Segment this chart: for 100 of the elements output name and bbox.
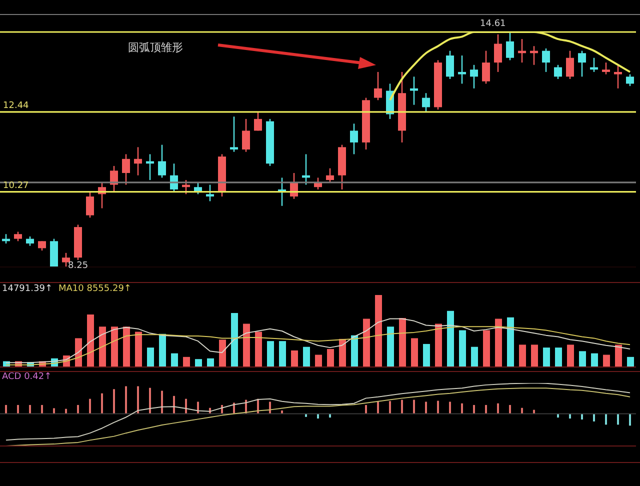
- candlestick: [158, 144, 166, 178]
- candlestick: [206, 184, 214, 202]
- bar: [279, 341, 286, 367]
- bar: [593, 414, 595, 422]
- bar: [485, 404, 487, 414]
- bar: [375, 295, 382, 367]
- bar: [473, 404, 475, 414]
- bar: [305, 414, 307, 417]
- bar: [243, 324, 250, 367]
- candlestick: [230, 116, 238, 152]
- bar: [461, 403, 463, 414]
- bar: [423, 344, 430, 367]
- bar: [483, 330, 490, 367]
- bar: [435, 324, 442, 367]
- bar: [603, 354, 610, 367]
- bar: [627, 356, 634, 367]
- candlestick: [122, 154, 130, 186]
- bar: [195, 359, 202, 367]
- bar: [437, 400, 439, 414]
- bar: [471, 346, 478, 367]
- bar: [519, 344, 526, 367]
- candlestick: [626, 74, 634, 87]
- candlestick: [242, 118, 250, 152]
- candlestick: [506, 32, 514, 61]
- bar: [231, 313, 238, 367]
- bar: [317, 414, 319, 419]
- bar: [101, 393, 103, 414]
- candlestick: [614, 64, 622, 89]
- bar: [507, 317, 514, 367]
- bar: [89, 398, 91, 414]
- bar: [617, 414, 619, 425]
- bar: [449, 402, 451, 414]
- bar: [99, 326, 106, 367]
- bar: [159, 334, 166, 367]
- text: 14791.39↑: [2, 284, 52, 294]
- candlestick: [134, 146, 142, 176]
- annotation: 12.44: [3, 101, 29, 111]
- bar: [401, 400, 403, 414]
- bar: [531, 344, 538, 367]
- bar: [365, 404, 367, 414]
- bar: [149, 388, 151, 414]
- annotation: 圆弧顶雏形: [128, 40, 183, 55]
- candlestick: [566, 50, 574, 80]
- candlestick: [470, 64, 478, 89]
- candlestick: [254, 111, 262, 132]
- candlestick: [602, 62, 610, 75]
- bar: [495, 318, 502, 367]
- candlestick: [578, 50, 586, 78]
- bar: [5, 404, 7, 414]
- bar: [509, 404, 511, 414]
- candlestick: [410, 76, 418, 106]
- candlestick: [542, 48, 550, 73]
- bar: [591, 353, 598, 367]
- text: ACD 0.42↑: [2, 372, 52, 382]
- bar: [75, 338, 82, 367]
- bar: [327, 349, 334, 367]
- bar: [413, 400, 415, 414]
- bar: [543, 348, 550, 367]
- annotation: 8.25: [68, 261, 88, 271]
- bar: [339, 338, 346, 367]
- bar: [77, 404, 79, 414]
- text: MA10 8555.29↑: [58, 284, 132, 294]
- bar: [111, 326, 118, 367]
- candlestick: [326, 168, 334, 183]
- bar: [147, 348, 154, 367]
- bar: [615, 344, 622, 367]
- bar: [255, 332, 262, 367]
- bar: [303, 346, 310, 367]
- bar: [329, 414, 331, 418]
- bar: [161, 390, 163, 414]
- bar: [219, 340, 226, 367]
- candlestick: [422, 92, 430, 112]
- annotation: 10.27: [3, 181, 29, 191]
- candlestick: [62, 252, 70, 267]
- bar: [425, 402, 427, 414]
- bar: [557, 414, 559, 418]
- text: 14.61: [480, 19, 506, 29]
- bar: [17, 404, 19, 414]
- bar: [363, 318, 370, 367]
- bar: [291, 350, 298, 367]
- bar: [137, 386, 139, 414]
- bar: [579, 351, 586, 367]
- bar: [53, 408, 55, 414]
- bar: [497, 403, 499, 414]
- candlestick: [26, 236, 34, 246]
- bar: [135, 332, 142, 367]
- bar: [267, 341, 274, 367]
- bar: [123, 326, 130, 367]
- bar: [555, 348, 562, 367]
- candlestick: [350, 123, 358, 155]
- candlestick: [38, 240, 46, 252]
- bar: [87, 314, 94, 367]
- candlestick: [458, 54, 466, 84]
- bar: [447, 310, 454, 367]
- candlestick: [374, 71, 382, 101]
- bar: [351, 335, 358, 367]
- bar: [399, 318, 406, 367]
- bar: [389, 401, 391, 414]
- bar: [29, 404, 31, 414]
- candlestick: [554, 64, 562, 80]
